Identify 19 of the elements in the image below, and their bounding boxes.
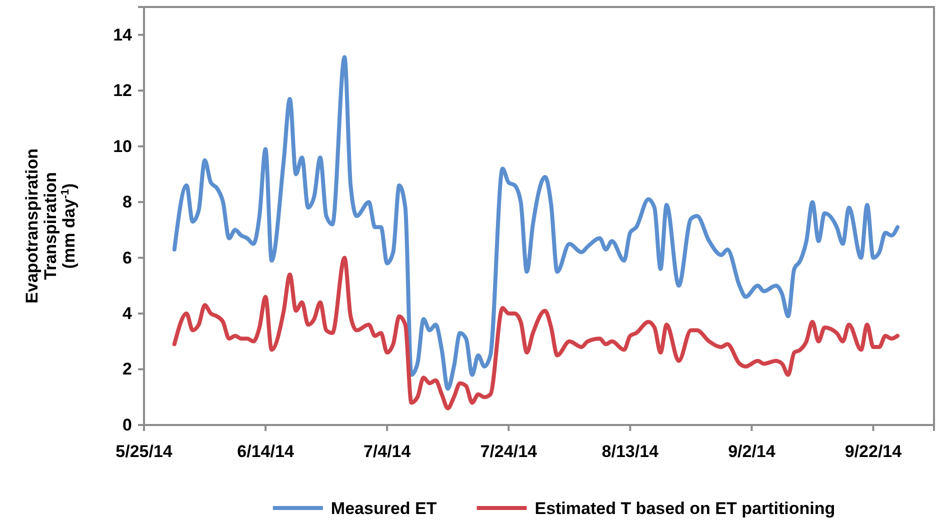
y-tick-label: 0 — [122, 415, 132, 434]
y-tick-label: 14 — [113, 25, 133, 44]
legend-label: Estimated T based on ET partitioning — [534, 499, 836, 518]
y-tick-label: 4 — [122, 304, 133, 323]
legend-label: Measured ET — [330, 499, 438, 518]
y-tick-label: 6 — [122, 248, 132, 268]
x-tick-label: 5/25/14 — [116, 442, 173, 462]
y-tick-label: 12 — [113, 81, 132, 100]
x-tick-label: 7/24/14 — [480, 442, 538, 462]
x-tick-label: 6/14/14 — [237, 442, 294, 462]
y-tick-label: 2 — [122, 360, 132, 379]
y-tick-label: 8 — [122, 192, 132, 212]
x-tick-label: 9/22/14 — [844, 442, 902, 462]
x-tick-label: 8/13/14 — [602, 442, 660, 462]
y-tick-label: 10 — [113, 136, 132, 156]
x-tick-label: 9/2/14 — [728, 442, 776, 462]
line-series — [172, 256, 900, 410]
x-tick-label: 7/4/14 — [363, 442, 412, 462]
line-series — [172, 55, 900, 391]
